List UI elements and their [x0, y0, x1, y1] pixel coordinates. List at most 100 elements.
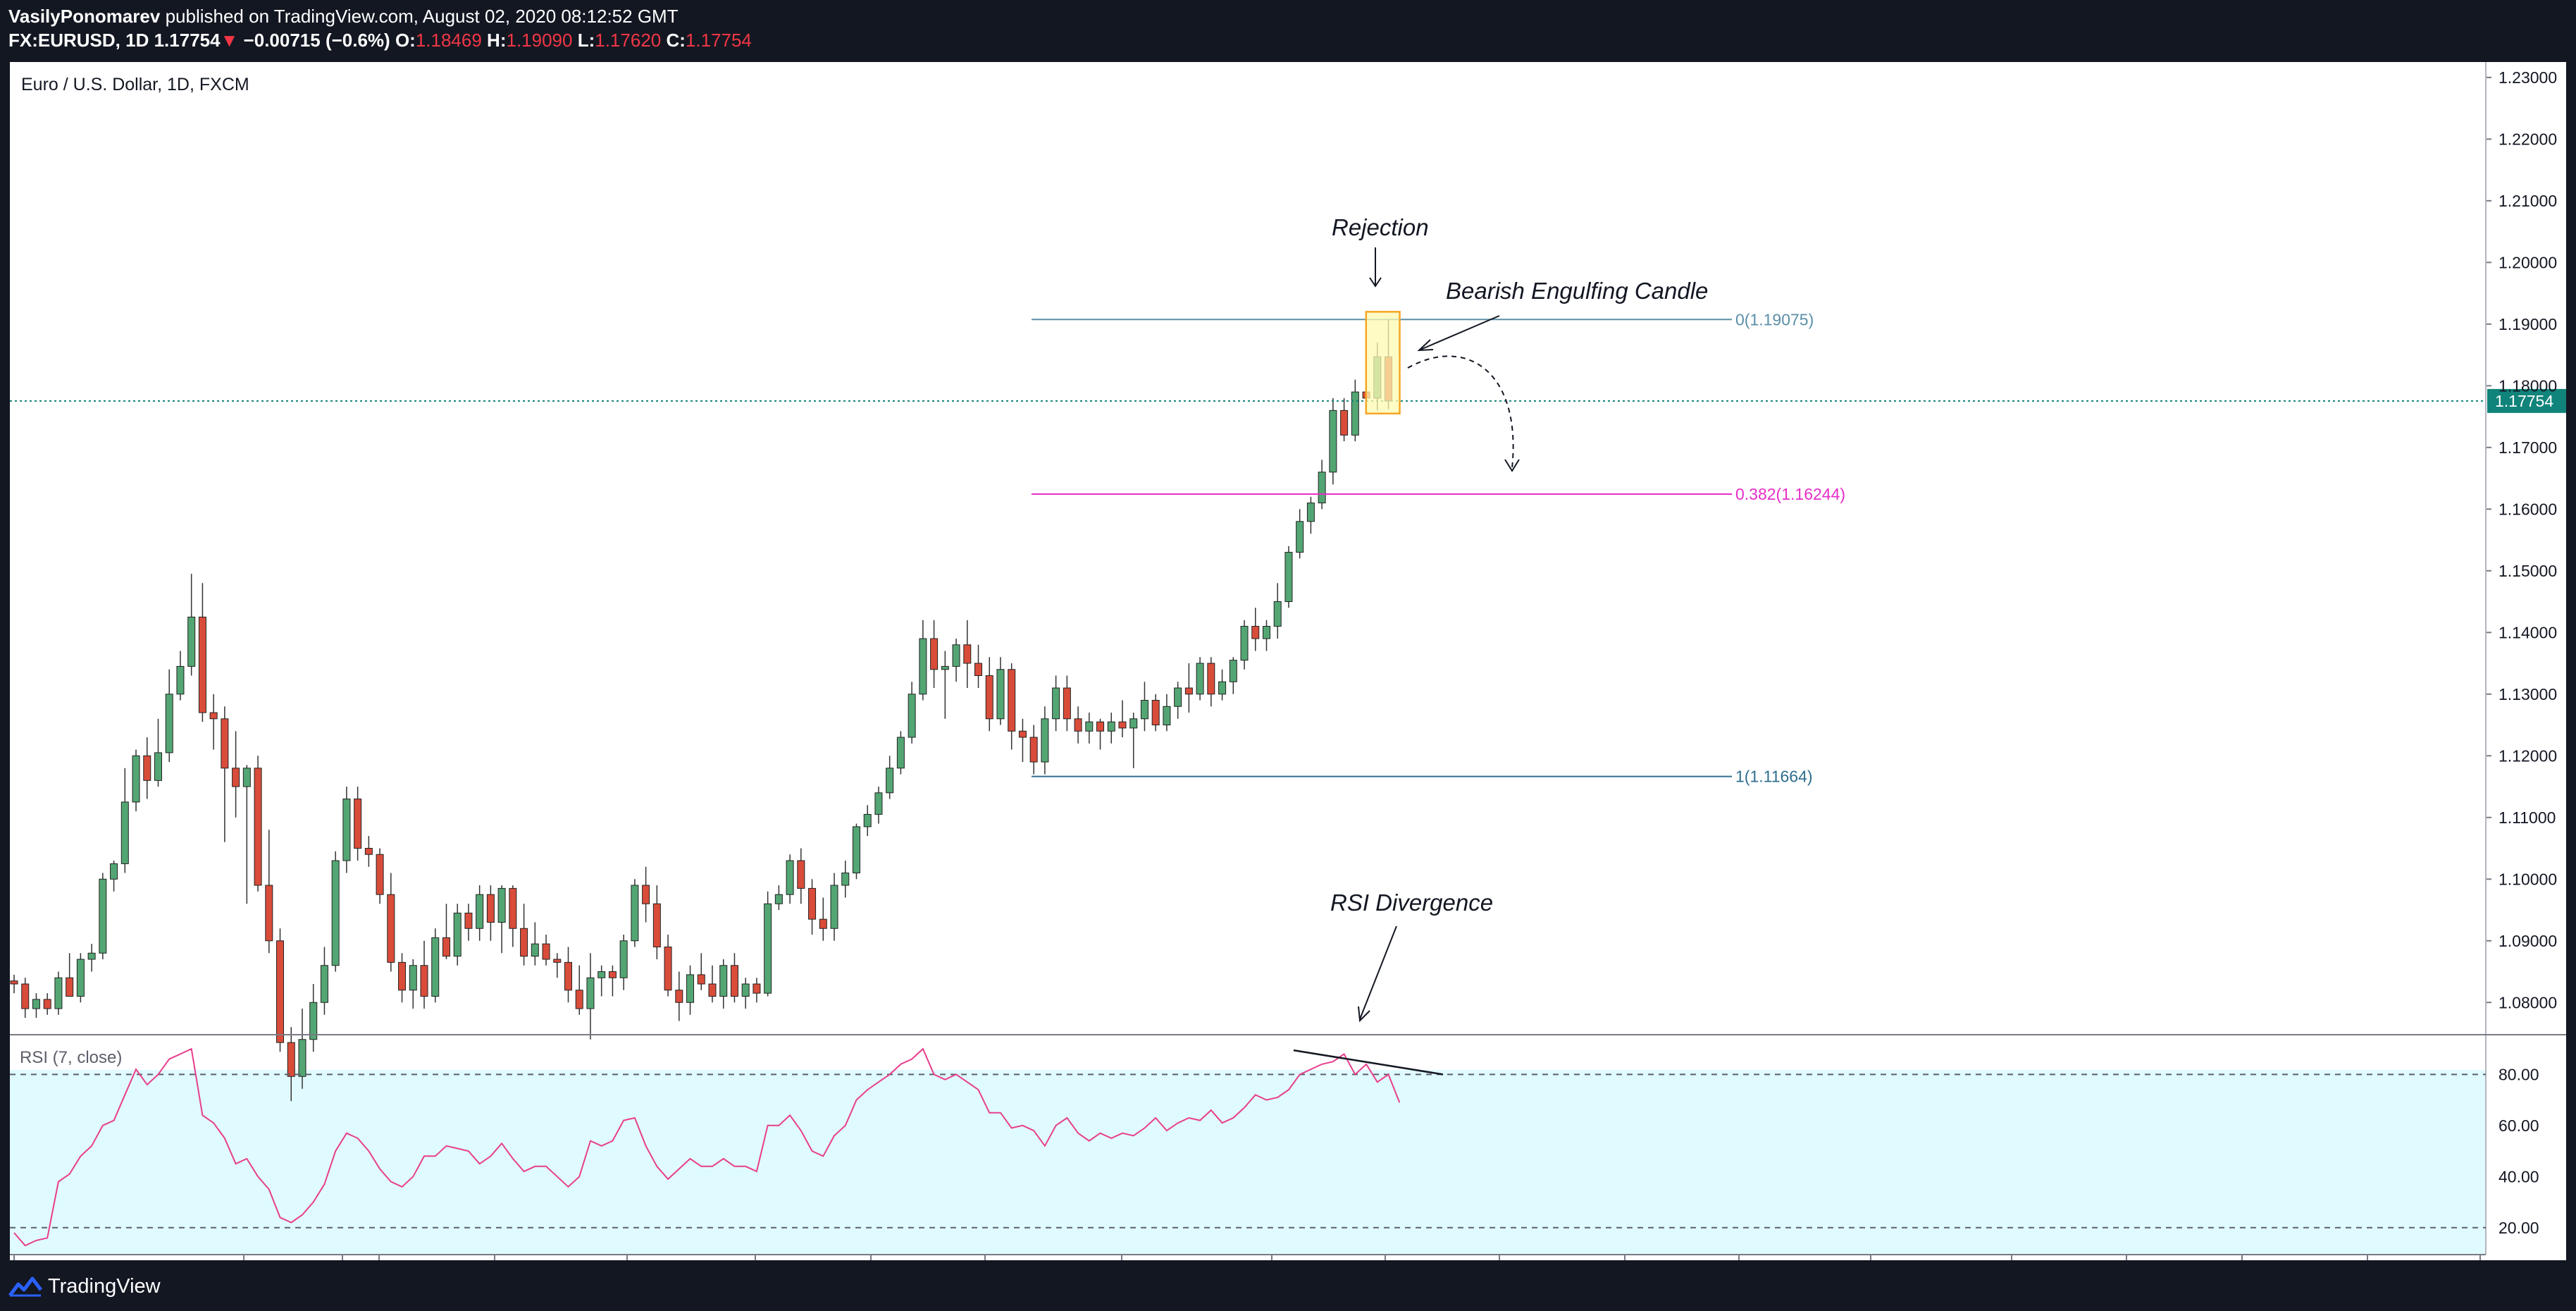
- rsi-tick-label: 40.00: [2498, 1167, 2539, 1186]
- candle-body: [1340, 410, 1349, 436]
- last-price-label: 1.17754: [2495, 392, 2553, 410]
- price-tick-label: 1.16000: [2498, 500, 2557, 518]
- price-tick-label: 1.15000: [2498, 562, 2557, 580]
- price-tick-label: 1.21000: [2498, 192, 2557, 210]
- candle-body: [741, 983, 750, 997]
- candle-body: [974, 663, 983, 677]
- candle-body: [54, 977, 63, 1009]
- annotation-divergence: RSI Divergence: [1330, 890, 1493, 916]
- candle-body: [1140, 700, 1148, 720]
- price-tick-label: 1.11000: [2498, 808, 2556, 827]
- footer: TradingView: [0, 1263, 2576, 1311]
- open-value: 1.18469: [415, 30, 482, 51]
- candle-body: [608, 971, 617, 978]
- candle-body: [342, 799, 351, 861]
- low-label: L:: [577, 30, 595, 51]
- candle-body: [43, 999, 51, 1009]
- candle-body: [420, 965, 428, 997]
- candle-body: [1218, 681, 1227, 695]
- candle-body: [819, 918, 827, 929]
- high-value: 1.19090: [506, 30, 573, 51]
- candle-body: [1052, 687, 1060, 720]
- candle-body: [387, 894, 395, 963]
- candle-body: [1251, 626, 1260, 639]
- candle-body: [409, 965, 417, 991]
- brand-name[interactable]: TradingView: [48, 1275, 161, 1298]
- candle-body: [87, 952, 96, 960]
- candle-body: [753, 983, 761, 994]
- candle-body: [198, 616, 206, 713]
- candle-body: [509, 887, 517, 929]
- low-value: 1.17620: [595, 30, 662, 51]
- candle-body: [320, 965, 328, 1003]
- candle-body: [1229, 660, 1237, 682]
- open-label: O:: [395, 30, 416, 51]
- candle-body: [1284, 552, 1293, 603]
- fib-label: 0.382(1.16244): [1735, 485, 1845, 503]
- candle-body: [154, 752, 162, 781]
- candle-body: [1273, 601, 1282, 627]
- axes: 1.23000 1.22000 1.21000 1.20000 1.19000 1.180…: [10, 62, 2566, 1260]
- candle-body: [1029, 737, 1038, 763]
- candle-body: [265, 885, 273, 942]
- candle-body: [1240, 626, 1249, 661]
- candle-body: [1096, 721, 1105, 732]
- candle-body: [497, 887, 506, 923]
- close-label: C:: [666, 30, 686, 51]
- candle-body: [309, 1002, 318, 1040]
- candle-body: [985, 675, 993, 720]
- overlays: 0(1.19075) 0.382(1.16244) 1(1.11664) 1.1775…: [10, 247, 2566, 1023]
- candle-body: [697, 974, 705, 985]
- candle-body: [354, 799, 362, 849]
- candle-body: [863, 813, 872, 827]
- price-tick-label: 1.18000: [2498, 376, 2557, 395]
- candle-body: [398, 961, 407, 991]
- candle-body: [1074, 718, 1082, 732]
- candle-body: [1085, 721, 1094, 732]
- candle-body: [66, 977, 74, 997]
- candle-body: [930, 638, 939, 670]
- annotation-engulfing: Bearish Engulfing Candle: [1446, 278, 1708, 304]
- candle-body: [254, 768, 262, 886]
- last-price: 1.17754: [154, 30, 221, 51]
- price-tick-label: 1.08000: [2498, 993, 2557, 1011]
- tradingview-logo-icon[interactable]: [8, 1274, 42, 1298]
- candle-body: [808, 887, 817, 920]
- candle-body: [376, 854, 384, 895]
- rsi-tick-label: 20.00: [2498, 1219, 2539, 1237]
- rsi-band: [10, 1070, 2486, 1255]
- candle-body: [664, 947, 672, 991]
- candle-body: [10, 980, 18, 985]
- candle-body: [110, 863, 118, 880]
- candle-body: [963, 644, 972, 664]
- price-tick-label: 1.23000: [2498, 68, 2557, 87]
- candle-body: [287, 1042, 295, 1077]
- change-value: −0.00715 (−0.6%): [243, 30, 390, 51]
- projection-arrow-head: [1504, 459, 1520, 472]
- fib-label: 0(1.19075): [1735, 310, 1814, 328]
- candle-body: [1184, 687, 1193, 695]
- rsi-title: RSI (7, close): [20, 1048, 122, 1067]
- chart-title: Euro / U.S. Dollar, 1D, FXCM: [21, 75, 249, 94]
- highlight-box: [1365, 311, 1401, 414]
- rejection-arrow-head: [1369, 277, 1382, 288]
- candle-body: [132, 755, 140, 803]
- candle-body: [786, 860, 794, 895]
- rsi-divergence-line: [1293, 1049, 1444, 1076]
- ohlc-line: FX:EURUSD, 1D 1.17754▼ −0.00715 (−0.6%) …: [8, 30, 752, 51]
- rsi-pane: 80.00 60.00 40.00 20.00: [10, 1047, 2539, 1247]
- symbol-label[interactable]: FX:EURUSD, 1D: [8, 30, 149, 51]
- candle-body: [764, 903, 772, 994]
- candle-body: [1196, 663, 1204, 695]
- candle-body: [675, 990, 683, 1003]
- price-tick-label: 1.20000: [2498, 253, 2557, 271]
- candle-body: [232, 768, 240, 787]
- chart-canvas[interactable]: 0(1.19075) 0.382(1.16244) 1(1.11664) 1.1775…: [0, 61, 2576, 1263]
- price-tick-label: 1.10000: [2498, 870, 2557, 888]
- candle-body: [575, 990, 583, 1009]
- author-name[interactable]: VasilyPonomarev: [8, 6, 161, 27]
- candle-body: [431, 937, 440, 997]
- candle-body: [1129, 718, 1138, 729]
- candle-body: [1296, 521, 1304, 553]
- candle-body: [176, 665, 185, 695]
